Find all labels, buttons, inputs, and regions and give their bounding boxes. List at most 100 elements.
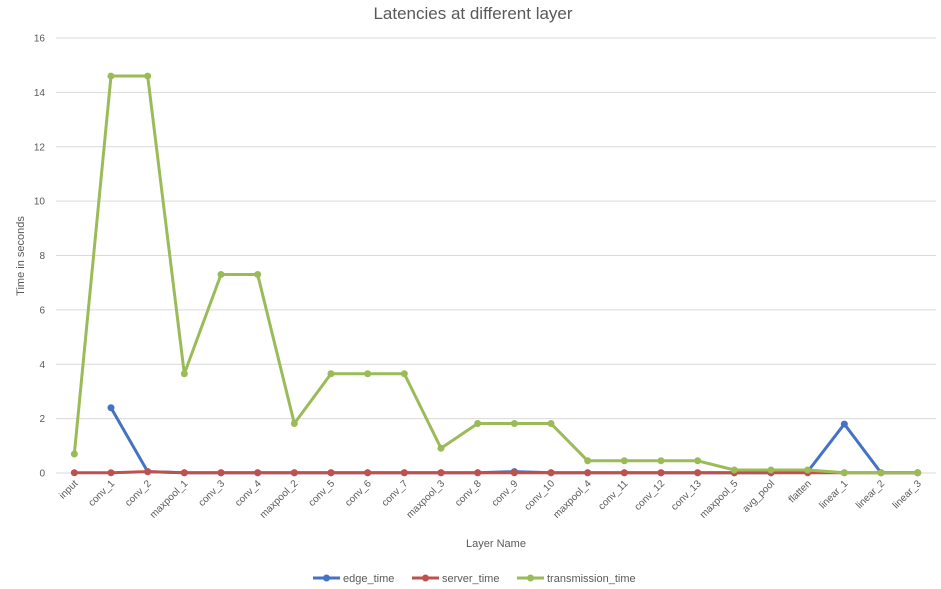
data-point-server_time: [400, 469, 408, 477]
data-point-transmission_time: [327, 370, 335, 378]
x-tick-label: maxpool_2: [258, 478, 301, 521]
data-point-server_time: [510, 469, 518, 477]
x-tick-label: conv_10: [523, 478, 558, 513]
x-tick-label: conv_3: [197, 478, 228, 509]
x-tick-label: linear_1: [818, 478, 851, 511]
data-point-server_time: [180, 469, 188, 477]
data-point-server_time: [584, 469, 592, 477]
data-point-server_time: [290, 469, 298, 477]
x-tick-label: avg_pool: [741, 478, 777, 514]
chart-title: Latencies at different layer: [373, 4, 572, 23]
data-point-server_time: [620, 469, 628, 477]
legend-label: server_time: [442, 573, 499, 585]
data-point-transmission_time: [877, 469, 885, 477]
series-layer: [70, 72, 922, 477]
data-point-transmission_time: [547, 420, 555, 428]
data-point-transmission_time: [107, 72, 115, 80]
x-tick-label: conv_7: [380, 478, 411, 509]
data-point-transmission_time: [364, 370, 372, 378]
legend-item-server_time: server_time: [412, 573, 499, 585]
legend-item-edge_time: edge_time: [313, 573, 394, 585]
data-point-server_time: [364, 469, 372, 477]
data-point-transmission_time: [620, 457, 628, 465]
x-tick-label: conv_9: [490, 478, 521, 509]
data-point-transmission_time: [400, 370, 408, 378]
data-point-transmission_time: [144, 72, 152, 80]
x-tick-label: conv_2: [123, 478, 154, 509]
x-tick-label: linear_3: [891, 478, 924, 511]
data-point-transmission_time: [510, 420, 518, 428]
legend: edge_time server_time transmission_time: [313, 573, 636, 585]
data-point-server_time: [474, 469, 482, 477]
legend-swatch-marker: [527, 574, 534, 582]
data-point-server_time: [217, 469, 225, 477]
x-tick-label: input: [57, 478, 80, 501]
data-point-transmission_time: [730, 466, 738, 474]
legend-item-transmission_time: transmission_time: [517, 573, 636, 585]
x-tick-label: conv_13: [669, 478, 704, 513]
y-tick-label: 8: [39, 251, 45, 262]
data-point-transmission_time: [840, 469, 848, 477]
series-transmission_time: [70, 72, 922, 477]
x-tick-label: conv_6: [343, 478, 374, 509]
data-point-server_time: [254, 469, 262, 477]
data-point-transmission_time: [914, 469, 922, 477]
series-line-transmission_time: [72, 74, 918, 475]
x-tick-label: maxpool_4: [551, 478, 594, 521]
series-line-edge_time: [109, 407, 918, 475]
y-tick-label: 4: [39, 360, 45, 371]
data-point-server_time: [144, 468, 152, 476]
data-point-transmission_time: [657, 457, 665, 465]
y-tick-label: 0: [39, 469, 45, 480]
x-tick-label: conv_8: [453, 478, 484, 509]
data-point-transmission_time: [767, 466, 775, 474]
x-tick-label: linear_2: [854, 478, 887, 511]
data-point-transmission_time: [217, 271, 225, 279]
series-line-server_time: [74, 470, 918, 475]
y-tick-label: 10: [34, 197, 46, 208]
data-point-server_time: [70, 469, 78, 477]
x-tick-label: conv_5: [307, 478, 338, 509]
x-tick-label: conv_11: [596, 478, 630, 512]
data-point-transmission_time: [584, 457, 592, 465]
data-point-server_time: [657, 469, 665, 477]
data-point-transmission_time: [694, 457, 702, 465]
legend-label: edge_time: [343, 573, 394, 585]
series-edge_time: [107, 404, 922, 477]
y-tick-label: 12: [34, 142, 46, 153]
legend-swatch-marker: [323, 574, 330, 582]
data-point-transmission_time: [254, 271, 262, 279]
data-point-edge_time: [107, 404, 115, 412]
data-point-transmission_time: [437, 444, 445, 452]
x-tick-label: maxpool_5: [698, 478, 741, 521]
data-point-transmission_time: [804, 466, 812, 474]
data-point-transmission_time: [70, 450, 78, 458]
gridlines: [56, 37, 936, 420]
x-axis-title: Layer Name: [466, 538, 526, 550]
y-tick-label: 6: [39, 305, 45, 316]
data-point-server_time: [547, 469, 555, 477]
x-tick-label: maxpool_1: [148, 478, 191, 521]
data-point-server_time: [107, 469, 115, 477]
y-axis-ticks: 0 2 4 6 8 10 12 14 16: [34, 34, 46, 480]
data-point-edge_time: [840, 420, 848, 428]
y-tick-label: 16: [34, 34, 46, 45]
data-point-transmission_time: [474, 420, 482, 428]
legend-swatch-marker: [422, 574, 429, 582]
y-axis-title: Time in seconds: [15, 216, 27, 296]
data-point-transmission_time: [180, 370, 188, 378]
x-tick-label: conv_1: [87, 478, 118, 509]
data-point-server_time: [437, 469, 445, 477]
x-tick-label: flatten: [787, 478, 814, 505]
x-tick-label: conv_4: [233, 478, 264, 509]
y-tick-label: 2: [39, 414, 45, 425]
data-point-server_time: [694, 469, 702, 477]
data-point-transmission_time: [290, 420, 298, 428]
x-tick-label: maxpool_3: [405, 478, 448, 521]
y-tick-label: 14: [34, 88, 46, 99]
data-point-server_time: [327, 469, 335, 477]
legend-label: transmission_time: [547, 573, 636, 585]
x-tick-label: conv_12: [633, 478, 668, 513]
